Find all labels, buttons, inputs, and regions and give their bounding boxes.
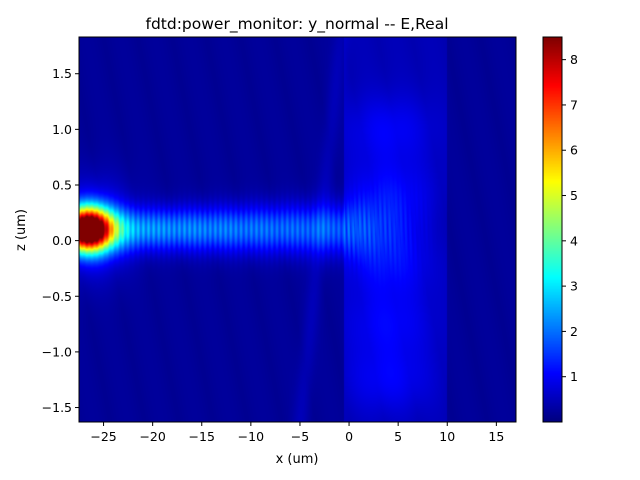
y-tick-label: 1.5 [52, 66, 72, 81]
colorbar-tick-label: 4 [570, 233, 578, 248]
colorbar-ticks: 1 2 3 4 5 6 7 8 [562, 52, 578, 384]
colorbar-tick-label: 5 [570, 188, 578, 203]
plot-area [78, 36, 517, 423]
colorbar-frame [542, 36, 563, 423]
x-tick-label: −5 [291, 429, 309, 444]
y-tick-label: −1.5 [42, 400, 72, 415]
x-tick-label: 5 [394, 429, 402, 444]
colorbar-tick-label: 8 [570, 52, 578, 67]
y-tick-label: −0.5 [42, 289, 72, 304]
y-tick-label: 1.0 [52, 122, 72, 137]
plot-frame [78, 36, 517, 423]
x-tick-label: −15 [189, 429, 215, 444]
colorbar: 1 2 3 4 5 6 7 8 [542, 36, 578, 423]
colorbar-tick-label: 2 [570, 324, 578, 339]
heatmap-image [79, 37, 516, 422]
colorbar-gradient [543, 37, 562, 422]
colorbar-tick-label: 3 [570, 279, 578, 294]
x-tick-label: −20 [139, 429, 165, 444]
x-tick-label: 0 [345, 429, 353, 444]
x-axis: −25 −20 −15 −10 −5 0 5 10 15 [90, 422, 504, 444]
chart-title: fdtd:power_monitor: y_normal -- E,Real [145, 15, 448, 34]
y-axis: −1.5 −1.0 −0.5 0.0 0.5 1.0 1.5 [42, 66, 79, 415]
colorbar-tick-label: 7 [570, 97, 578, 112]
x-tick-label: −10 [238, 429, 264, 444]
x-tick-label: 10 [439, 429, 455, 444]
x-tick-label: −25 [90, 429, 116, 444]
y-axis-label: z (um) [14, 209, 29, 251]
y-tick-label: −1.0 [42, 344, 72, 359]
colorbar-tick-label: 6 [570, 143, 578, 158]
x-axis-label: x (um) [276, 452, 319, 467]
y-tick-label: 0.0 [52, 233, 72, 248]
colorbar-tick-label: 1 [570, 369, 578, 384]
y-tick-label: 0.5 [52, 177, 72, 192]
x-tick-label: 15 [488, 429, 504, 444]
